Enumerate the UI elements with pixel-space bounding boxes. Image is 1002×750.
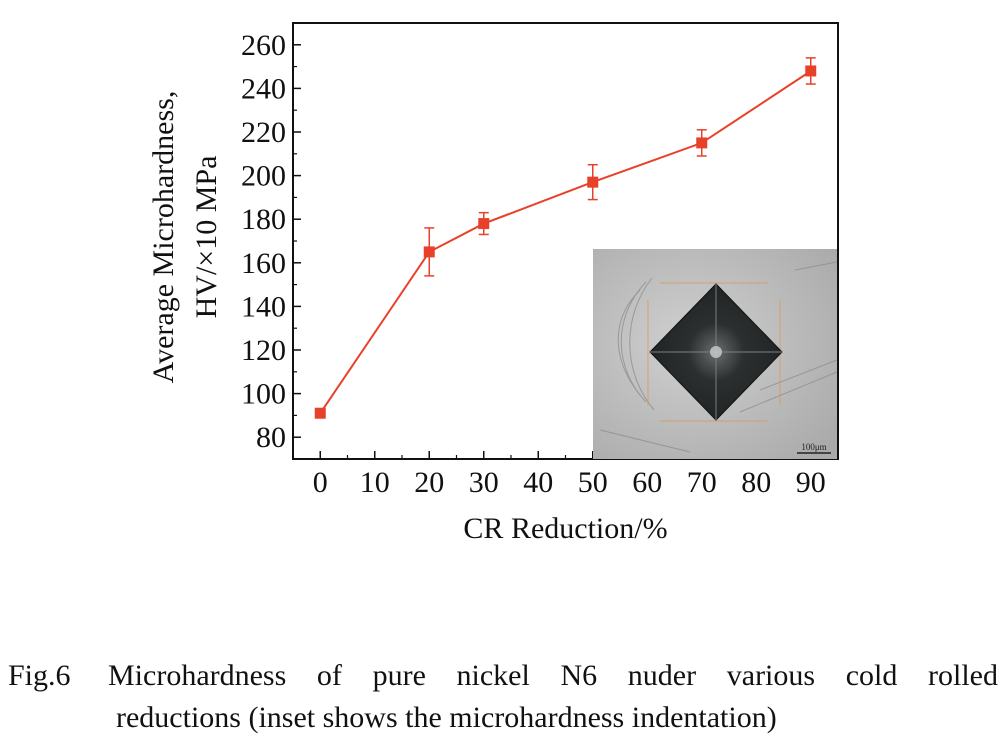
axes-labels: 0 10 20 30 40 50 60 70 80 90 80 100 120 140 160 180 200 2… — [147, 29, 826, 545]
x-tick-label: 30 — [469, 466, 499, 499]
data-point — [587, 176, 599, 188]
x-tick-label: 80 — [741, 466, 771, 499]
y-tick-label: 120 — [241, 334, 286, 367]
y-tick-label: 80 — [256, 421, 286, 454]
caption-line-1: Microhardness of pure nickel N6 nuder va… — [108, 659, 998, 692]
caption-fig-label: Fig.6 — [8, 659, 71, 692]
figure-caption: Fig.6 Microhardness of pure nickel N6 nu… — [8, 655, 998, 739]
x-tick-label: 70 — [687, 466, 717, 499]
data-point — [805, 65, 817, 77]
y-tick-label: 240 — [241, 72, 286, 105]
x-tick-label: 60 — [632, 466, 662, 499]
x-axis-label: CR Reduction/% — [463, 512, 667, 545]
x-tick-label: 0 — [313, 466, 328, 499]
inset-scratches — [599, 261, 838, 453]
y-tick-label: 100 — [241, 378, 286, 411]
x-tick-label: 10 — [360, 466, 390, 499]
chart: 100μm 0 10 20 30 40 50 60 70 80 90 80 100 120 140 160 1… — [147, 22, 839, 545]
indentation-center — [710, 346, 722, 358]
caption-line-2: reductions (inset shows the microhardnes… — [116, 701, 777, 734]
y-tick-label: 220 — [241, 116, 286, 149]
y-tick-label: 260 — [241, 29, 286, 62]
x-tick-label: 90 — [796, 466, 826, 499]
y-tick-label: 180 — [241, 203, 286, 236]
x-tick-label: 50 — [578, 466, 608, 499]
series-line — [319, 70, 812, 414]
y-tick-label: 160 — [241, 247, 286, 280]
y-tick-label: 140 — [241, 290, 286, 323]
x-tick-label: 20 — [414, 466, 444, 499]
data-point — [478, 218, 490, 230]
data-point — [423, 246, 435, 258]
inset-micrograph: 100μm — [593, 249, 838, 459]
data-point — [314, 407, 326, 419]
y-axis-label-line2: HV/×10 MPa — [190, 156, 223, 319]
series-microhardness — [314, 57, 817, 419]
x-tick-label: 40 — [523, 466, 553, 499]
data-point — [696, 137, 708, 149]
y-tick-label: 200 — [241, 160, 286, 193]
inset-scale-label: 100μm — [801, 442, 826, 452]
y-axis-label-line1: Average Microhardness, — [147, 91, 180, 384]
